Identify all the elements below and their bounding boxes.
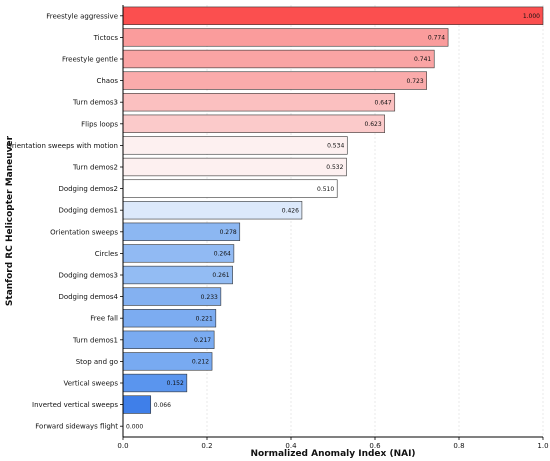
value-label: 0.217 [194, 337, 211, 344]
value-label: 0.212 [192, 359, 209, 366]
value-label: 0.221 [196, 315, 213, 322]
bar [122, 93, 396, 112]
category-label: Circles [95, 250, 119, 258]
y-axis-title: Stanford RC Helicopter Maneuver [5, 135, 15, 306]
bar [122, 395, 152, 414]
category-label: Tictocs [93, 34, 119, 42]
category-label: Chaos [96, 77, 118, 85]
grid-lines [206, 5, 544, 437]
category-label: Freestyle aggressive [46, 12, 118, 20]
value-label: 0.264 [214, 251, 231, 258]
bar [122, 71, 427, 90]
category-label: Dodging demos2 [58, 185, 118, 193]
x-tick-label: 0.0 [117, 442, 128, 450]
bar [122, 201, 303, 220]
value-label: 0.233 [201, 294, 218, 301]
value-label: 0.774 [428, 35, 445, 42]
category-label: Free fall [90, 315, 118, 323]
value-label: 0.532 [326, 164, 343, 171]
value-label: 0.000 [126, 423, 143, 430]
category-label: Turn demos1 [72, 336, 118, 344]
value-label: 0.534 [327, 143, 344, 150]
value-label: 0.261 [212, 272, 229, 279]
category-label: Vertical sweeps [63, 380, 118, 388]
x-axis-title: Normalized Anomaly Index (NAI) [250, 449, 415, 459]
category-label: Freestyle gentle [62, 56, 118, 64]
category-label: Turn demos2 [72, 164, 118, 172]
value-label: 0.066 [154, 402, 171, 409]
value-label: 0.152 [167, 380, 184, 387]
category-label: Dodging demos3 [58, 272, 118, 280]
value-label: 0.723 [406, 78, 423, 85]
category-label: Flips loops [81, 120, 118, 128]
bar [122, 6, 544, 25]
x-tick-label: 1.0 [537, 442, 548, 450]
category-label: Stop and go [76, 358, 118, 366]
category-label: Dodging demos1 [58, 207, 118, 215]
category-label: Forward sideways flight [35, 423, 118, 431]
bars [122, 6, 544, 414]
value-label: 0.426 [282, 207, 299, 214]
x-tick-label: 0.8 [453, 442, 464, 450]
value-label: 0.741 [414, 56, 431, 63]
category-labels: Freestyle aggressive 1.000 Tictocs 0.774 Fre… [6, 12, 540, 430]
bar [122, 136, 348, 155]
category-label: Inverted vertical sweeps [32, 401, 118, 409]
value-label: 1.000 [523, 13, 540, 20]
category-label: Orientation sweeps with motion [6, 142, 118, 150]
value-label: 0.647 [375, 99, 392, 106]
category-label: Turn demos3 [72, 99, 118, 107]
bar [122, 179, 338, 198]
x-tick-label: 0.6 [369, 442, 381, 450]
value-label: 0.278 [220, 229, 237, 236]
category-label: Orientation sweeps [50, 228, 118, 236]
x-tick-label: 0.4 [285, 442, 297, 450]
category-label: Dodging demos4 [58, 293, 118, 301]
bar [122, 114, 385, 133]
bar [122, 28, 449, 47]
bar [122, 49, 435, 69]
value-label: 0.623 [364, 121, 381, 128]
value-label: 0.510 [317, 186, 334, 193]
x-tick-label: 0.2 [201, 442, 212, 450]
bar [122, 157, 347, 177]
